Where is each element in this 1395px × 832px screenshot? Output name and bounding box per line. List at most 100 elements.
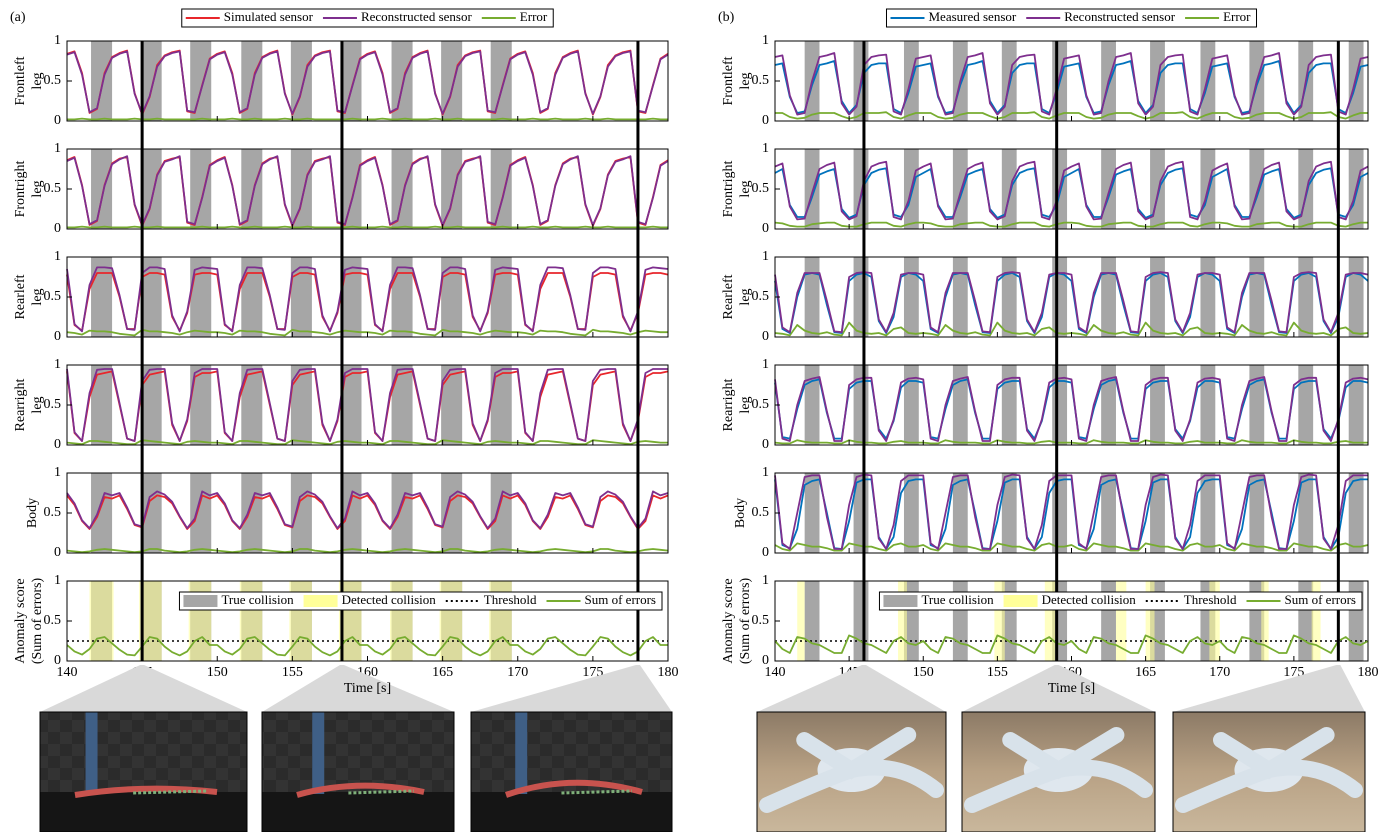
true-collision-band [190, 149, 211, 229]
y-tick-label: 0 [762, 437, 769, 452]
y-axis-label: Frontleft [721, 56, 736, 105]
true-collision-band [1101, 149, 1116, 229]
legend-label: Detected collision [342, 592, 437, 607]
legend-label: Error [1223, 9, 1251, 24]
snapshot-image [962, 712, 1155, 832]
y-axis-label: leg [30, 180, 45, 197]
true-collision-band [1249, 149, 1264, 229]
true-collision-band [491, 473, 512, 553]
x-axis-label: Time [s] [344, 681, 391, 696]
obstacle [86, 712, 98, 794]
true-collision-band [854, 581, 869, 661]
y-tick-label: 1 [54, 573, 61, 588]
detected-collision-band [797, 581, 804, 661]
y-tick-label: 0 [54, 113, 61, 128]
true-collision-band [91, 473, 112, 553]
true-collision-band [491, 149, 512, 229]
x-tick-label: 155 [282, 665, 303, 680]
y-axis-label: Body [733, 498, 748, 528]
y-axis-label: Rearleft [721, 274, 736, 319]
y-axis-label: Rearright [13, 378, 28, 431]
snapshot-image [262, 712, 454, 832]
legend-label: True collision [921, 592, 994, 607]
detected-collision-band [90, 581, 114, 661]
legend: True collisionDetected collisionThreshol… [179, 592, 662, 610]
true-collision-band [291, 257, 312, 337]
y-axis-label: Anomaly score [13, 578, 28, 663]
y-tick-label: 0 [762, 221, 769, 236]
y-tick-label: 0 [54, 221, 61, 236]
x-tick-label: 155 [987, 665, 1008, 680]
y-axis-label: leg [738, 396, 753, 413]
true-collision-band [441, 149, 462, 229]
true-collision-band [91, 149, 112, 229]
true-collision-band [953, 149, 968, 229]
y-axis-label: Body [25, 498, 40, 528]
sim-floor [262, 792, 454, 832]
y-tick-label: 0.5 [752, 613, 770, 628]
true-collision-band [190, 257, 211, 337]
true-collision-band [1101, 473, 1116, 553]
y-tick-label: 1 [54, 141, 61, 156]
y-tick-label: 0.5 [44, 289, 62, 304]
legend-label: Error [520, 9, 548, 24]
y-tick-label: 1 [54, 465, 61, 480]
true-collision-band [1150, 257, 1165, 337]
y-tick-label: 0 [54, 329, 61, 344]
y-tick-label: 0.5 [752, 397, 770, 412]
page: (a)00.51Frontleftleg00.51Frontrightleg00… [0, 0, 1395, 832]
y-tick-label: 0.5 [44, 181, 62, 196]
snapshot-image [757, 712, 946, 832]
snapshot-connector [1173, 665, 1365, 712]
true-collision-band [805, 257, 820, 337]
y-tick-label: 1 [762, 465, 769, 480]
y-tick-label: 0 [54, 437, 61, 452]
snapshot-connector [471, 665, 672, 712]
sim-floor [40, 792, 247, 832]
y-axis-label: leg [738, 180, 753, 197]
y-tick-label: 0.5 [44, 73, 62, 88]
true-collision-band [953, 257, 968, 337]
y-axis-label: Anomaly score [721, 578, 736, 663]
y-axis-label: (Sum of errors) [738, 578, 753, 665]
y-axis-label: leg [30, 288, 45, 305]
y-tick-label: 0 [762, 113, 769, 128]
true-collision-band [291, 149, 312, 229]
true-collision-band [805, 581, 820, 661]
true-collision-band [241, 257, 262, 337]
y-tick-label: 1 [762, 357, 769, 372]
y-tick-label: 0.5 [752, 73, 770, 88]
y-axis-label: Rearleft [13, 274, 28, 319]
obstacle [312, 712, 324, 794]
legend-label: Detected collision [1042, 592, 1137, 607]
true-collision-band [441, 473, 462, 553]
y-tick-label: 1 [54, 33, 61, 48]
true-collision-band [1349, 257, 1364, 337]
y-axis-label: Frontright [721, 161, 736, 218]
legend: True collisionDetected collisionThreshol… [879, 592, 1362, 610]
true-collision-band [1298, 257, 1313, 337]
x-tick-label: 165 [1135, 665, 1156, 680]
x-tick-label: 150 [207, 665, 228, 680]
legend-label: True collision [221, 592, 294, 607]
y-axis-label: leg [738, 72, 753, 89]
y-tick-label: 0.5 [44, 397, 62, 412]
sim-floor [471, 792, 672, 832]
true-collision-band [190, 41, 211, 121]
y-tick-label: 0.5 [752, 289, 770, 304]
y-tick-label: 0 [762, 545, 769, 560]
true-collision-band [141, 149, 162, 229]
y-tick-label: 0.5 [752, 505, 770, 520]
true-collision-band [190, 473, 211, 553]
true-collision-band [340, 473, 361, 553]
true-collision-band [1002, 257, 1017, 337]
true-collision-band [392, 473, 413, 553]
legend-label: Reconstructed sensor [361, 9, 473, 24]
y-tick-label: 1 [762, 141, 769, 156]
y-axis-label: Frontleft [13, 56, 28, 105]
panel-label: (b) [718, 10, 735, 25]
true-collision-band [1249, 473, 1264, 553]
snapshot-image [471, 712, 672, 832]
y-tick-label: 1 [762, 33, 769, 48]
